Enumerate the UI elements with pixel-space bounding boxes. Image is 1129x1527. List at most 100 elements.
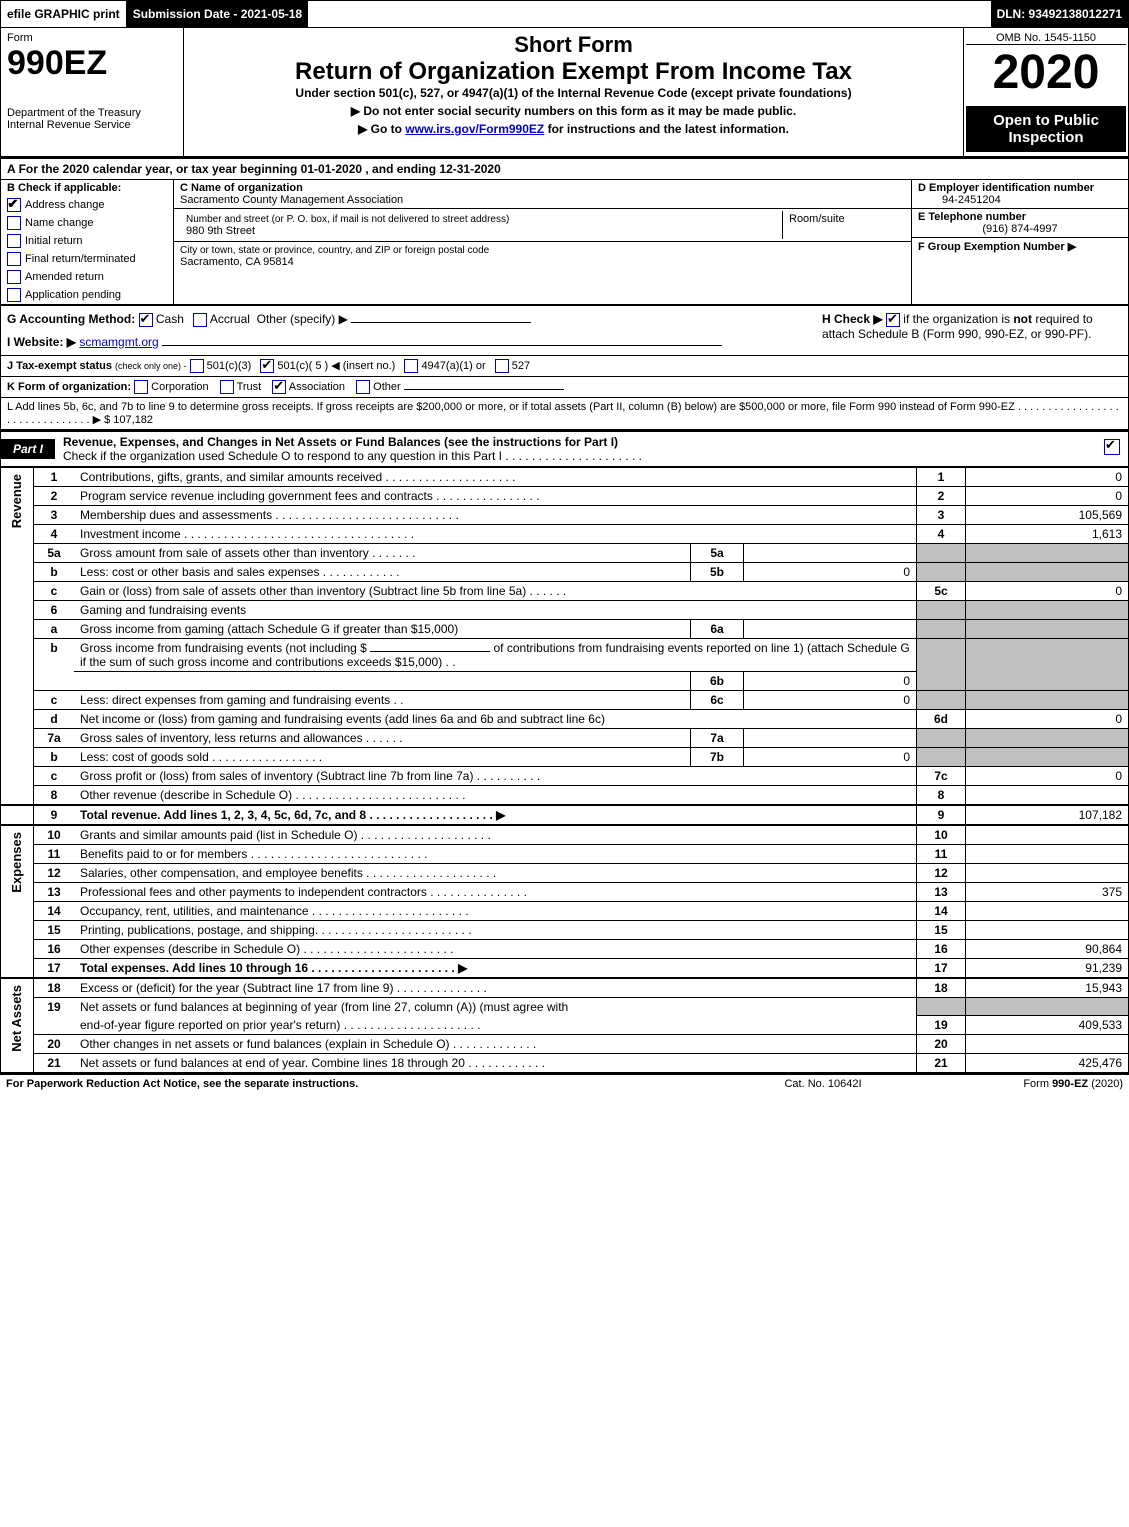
ln15-num: 15 (917, 920, 966, 939)
ln18-val: 15,943 (966, 978, 1129, 998)
ln17-val: 91,239 (966, 958, 1129, 978)
ln7a-desc: Gross sales of inventory, less returns a… (74, 728, 691, 747)
side-expenses: Expenses (7, 828, 26, 897)
line-a-text: For the 2020 calendar year, or tax year … (19, 162, 501, 176)
chk-initial-return[interactable]: Initial return (1, 232, 173, 250)
ln7c-val: 0 (966, 766, 1129, 785)
chk-app-label: Application pending (25, 289, 121, 301)
ln19-numgrey (917, 997, 966, 1016)
ln11-val (966, 844, 1129, 863)
ln6a-numgrey (917, 619, 966, 638)
ln6a-desc: Gross income from gaming (attach Schedul… (74, 619, 691, 638)
note-link-line: ▶ Go to www.irs.gov/Form990EZ for instru… (188, 122, 959, 136)
ln5a-inner-no: 5a (691, 543, 744, 562)
ln12-desc: Salaries, other compensation, and employ… (74, 863, 917, 882)
page-footer: For Paperwork Reduction Act Notice, see … (0, 1074, 1129, 1093)
subtitle: Under section 501(c), 527, or 4947(a)(1)… (188, 86, 959, 100)
ln4-no: 4 (34, 524, 75, 543)
ln6a-inner-no: 6a (691, 619, 744, 638)
chk-4947[interactable] (404, 359, 418, 373)
ln5a-desc: Gross amount from sale of assets other t… (74, 543, 691, 562)
btn-efile-print[interactable]: efile GRAPHIC print (1, 1, 127, 27)
ln20-num: 20 (917, 1035, 966, 1054)
ln16-no: 16 (34, 939, 75, 958)
chk-h[interactable]: ✔ (886, 313, 900, 327)
ln7c-desc: Gross profit or (loss) from sales of inv… (74, 766, 917, 785)
irs-link[interactable]: www.irs.gov/Form990EZ (405, 122, 544, 136)
ein: 94-2451204 (918, 194, 1001, 206)
chk-accrual[interactable] (193, 313, 207, 327)
ln21-num: 21 (917, 1054, 966, 1074)
chk-final-label: Final return/terminated (25, 253, 136, 265)
footer-catno: Cat. No. 10642I (703, 1078, 943, 1090)
ln16-val: 90,864 (966, 939, 1129, 958)
chk-other[interactable] (356, 380, 370, 394)
ln4-desc: Investment income . . . . . . . . . . . … (74, 524, 917, 543)
chk-app-pending[interactable]: Application pending (1, 286, 173, 304)
part1-label: Part I (1, 439, 55, 459)
j-501c3: 501(c)(3) (207, 360, 252, 372)
ln6d-desc: Net income or (loss) from gaming and fun… (74, 709, 917, 728)
chk-name-change[interactable]: Name change (1, 214, 173, 232)
ln5c-num: 5c (917, 581, 966, 600)
ln5b-valgrey (966, 562, 1129, 581)
ln6b-blank[interactable] (370, 651, 490, 652)
h-label: H Check ▶ (822, 312, 883, 326)
ln9-desc: Total revenue. Add lines 1, 2, 3, 4, 5c,… (74, 805, 917, 825)
title-short-form: Short Form (188, 32, 959, 58)
ln8-desc: Other revenue (describe in Schedule O) .… (74, 785, 917, 805)
ln19-no: 19 (34, 997, 75, 1035)
chk-assoc[interactable]: ✔ (272, 380, 286, 394)
k-other: Other (373, 381, 401, 393)
ln7a-numgrey (917, 728, 966, 747)
chk-name-label: Name change (25, 217, 94, 229)
ln1-val: 0 (966, 467, 1129, 486)
street: 980 9th Street (186, 225, 255, 237)
g-other-input[interactable] (351, 322, 531, 323)
ln14-val (966, 901, 1129, 920)
part1-header: Part I Revenue, Expenses, and Changes in… (0, 431, 1129, 467)
ln17-desc: Total expenses. Add lines 10 through 16 … (74, 958, 917, 978)
chk-501c[interactable]: ✔ (260, 359, 274, 373)
k-assoc: Association (289, 381, 345, 393)
chk-amend-label: Amended return (25, 271, 104, 283)
ln7a-inner-val (744, 728, 917, 747)
chk-527[interactable] (495, 359, 509, 373)
chk-trust[interactable] (220, 380, 234, 394)
k-other-input[interactable] (404, 389, 564, 390)
ln6-numgrey (917, 600, 966, 619)
ln18-num: 18 (917, 978, 966, 998)
ln5b-numgrey (917, 562, 966, 581)
ln9-num: 9 (917, 805, 966, 825)
side-revenue: Revenue (7, 470, 26, 532)
g-cash: Cash (156, 312, 184, 326)
ln18-desc: Excess or (deficit) for the year (Subtra… (74, 978, 917, 998)
ln10-num: 10 (917, 825, 966, 845)
entity-block: B Check if applicable: ✔Address change N… (0, 180, 1129, 304)
ln8-no: 8 (34, 785, 75, 805)
spacer (308, 1, 990, 27)
chk-corp[interactable] (134, 380, 148, 394)
ln6d-num: 6d (917, 709, 966, 728)
ln1-desc: Contributions, gifts, grants, and simila… (74, 467, 917, 486)
side-netassets: Net Assets (7, 981, 26, 1056)
ln10-desc: Grants and similar amounts paid (list in… (74, 825, 917, 845)
chk-address-change[interactable]: ✔Address change (1, 196, 173, 214)
website[interactable]: scmamgmt.org (79, 335, 158, 349)
street-label: Number and street (or P. O. box, if mail… (186, 214, 509, 225)
chk-final-return[interactable]: Final return/terminated (1, 250, 173, 268)
chk-cash[interactable]: ✔ (139, 313, 153, 327)
chk-schedO[interactable]: ✔ (1104, 439, 1120, 455)
ln8-num: 8 (917, 785, 966, 805)
dln: DLN: 93492138012271 (991, 1, 1128, 27)
chk-amended[interactable]: Amended return (1, 268, 173, 286)
ln11-no: 11 (34, 844, 75, 863)
ln5a-inner-val (744, 543, 917, 562)
line-a-taxyear: A For the 2020 calendar year, or tax yea… (0, 156, 1129, 180)
ln7b-no: b (34, 747, 75, 766)
org-name: Sacramento County Management Association (180, 194, 403, 206)
chk-501c3[interactable] (190, 359, 204, 373)
ln6b-desc1: Gross income from fundraising events (no… (74, 638, 917, 671)
ln5a-numgrey (917, 543, 966, 562)
part1-table: Revenue 1 Contributions, gifts, grants, … (0, 467, 1129, 1075)
